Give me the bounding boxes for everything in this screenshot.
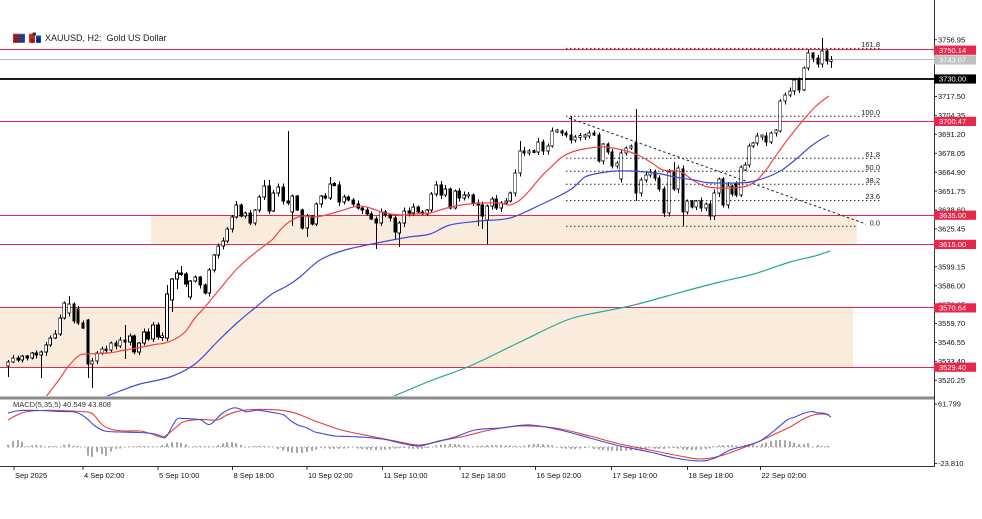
svg-text:3625.45: 3625.45 bbox=[938, 225, 965, 234]
svg-text:3635.00: 3635.00 bbox=[939, 211, 966, 220]
svg-text:3546.55: 3546.55 bbox=[938, 338, 965, 347]
svg-text:3615.00: 3615.00 bbox=[939, 240, 966, 249]
svg-text:3559.70: 3559.70 bbox=[938, 319, 965, 328]
svg-text:3717.50: 3717.50 bbox=[938, 92, 965, 101]
svg-text:3756.95: 3756.95 bbox=[938, 35, 965, 44]
svg-text:3730.00: 3730.00 bbox=[939, 75, 966, 84]
svg-text:3520.25: 3520.25 bbox=[938, 376, 965, 385]
svg-text:16 Sep 02:00: 16 Sep 02:00 bbox=[537, 471, 582, 480]
svg-text:0.0: 0.0 bbox=[870, 218, 880, 227]
svg-text:11 Sep 10:00: 11 Sep 10:00 bbox=[384, 471, 428, 480]
svg-text:61.799: 61.799 bbox=[938, 400, 961, 409]
svg-text:18 Sep 18:00: 18 Sep 18:00 bbox=[689, 471, 734, 480]
svg-text:3691.20: 3691.20 bbox=[938, 130, 965, 139]
svg-text:MACD(5,35,5) 40.549 43.808: MACD(5,35,5) 40.549 43.808 bbox=[13, 400, 111, 409]
svg-text:50.0: 50.0 bbox=[865, 163, 880, 172]
svg-text:100.0: 100.0 bbox=[861, 108, 880, 117]
svg-text:3700.47: 3700.47 bbox=[939, 117, 966, 126]
svg-text:61.8: 61.8 bbox=[865, 150, 880, 159]
svg-text:38.2: 38.2 bbox=[865, 176, 880, 185]
svg-text:10 Sep 02:00: 10 Sep 02:00 bbox=[308, 471, 353, 480]
svg-text:23.6: 23.6 bbox=[865, 192, 880, 201]
svg-text:3599.15: 3599.15 bbox=[938, 263, 965, 272]
svg-text:17 Sep 10:00: 17 Sep 10:00 bbox=[613, 471, 658, 480]
svg-text:12 Sep 18:00: 12 Sep 18:00 bbox=[461, 471, 506, 480]
svg-text:3743.07: 3743.07 bbox=[939, 56, 966, 65]
svg-text:XAUUSD, H2: Gold US Dollar: XAUUSD, H2: Gold US Dollar bbox=[45, 33, 167, 43]
svg-text:3586.00: 3586.00 bbox=[938, 281, 965, 290]
svg-text:Sep 2025: Sep 2025 bbox=[15, 471, 47, 480]
svg-text:8 Sep 18:00: 8 Sep 18:00 bbox=[234, 471, 274, 480]
svg-text:3664.90: 3664.90 bbox=[938, 168, 965, 177]
svg-text:4 Sep 02:00: 4 Sep 02:00 bbox=[84, 471, 124, 480]
svg-text:161.8: 161.8 bbox=[861, 40, 880, 49]
svg-text:22 Sep 02:00: 22 Sep 02:00 bbox=[762, 471, 807, 480]
svg-text:-23.810: -23.810 bbox=[938, 459, 963, 468]
svg-text:3678.05: 3678.05 bbox=[938, 149, 965, 158]
svg-text:5 Sep 10:00: 5 Sep 10:00 bbox=[159, 471, 199, 480]
svg-text:3651.75: 3651.75 bbox=[938, 187, 965, 196]
svg-text:3529.40: 3529.40 bbox=[939, 363, 966, 372]
svg-text:3750.14: 3750.14 bbox=[939, 46, 966, 55]
svg-text:3570.64: 3570.64 bbox=[939, 304, 966, 313]
